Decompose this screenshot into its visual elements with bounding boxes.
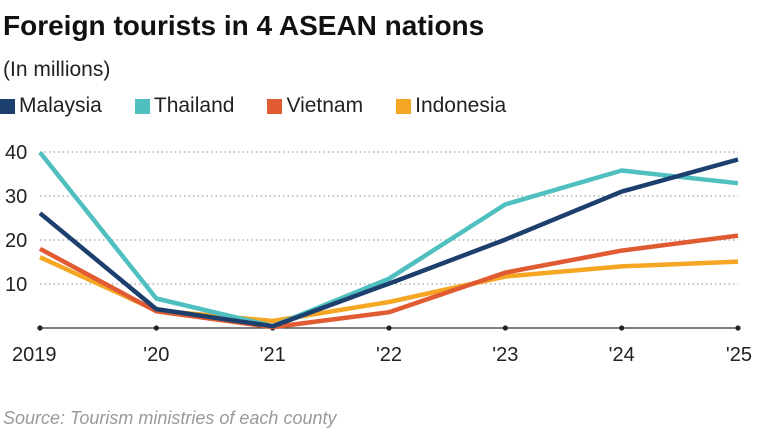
legend-swatch-thailand: [134, 98, 150, 114]
source-note: Source: Tourism ministries of each count…: [3, 408, 337, 428]
chart-title: Foreign tourists in 4 ASEAN nations: [3, 10, 485, 41]
legend-item-vietnam: Vietnam: [267, 94, 363, 118]
legend-swatch-indonesia: [396, 98, 412, 114]
legend-swatch-malaysia: [0, 98, 15, 114]
x-tick-label: '21: [260, 344, 286, 366]
y-tick-label: 10: [5, 274, 27, 296]
x-tick-dot: [153, 325, 159, 331]
legend-label-vietnam: Vietnam: [286, 94, 364, 117]
x-tick-dot: [735, 325, 741, 331]
y-tick-label: 40: [5, 142, 27, 164]
x-tick-label: '20: [143, 344, 169, 366]
x-tick-dot: [386, 325, 392, 331]
y-tick-label: 20: [5, 230, 27, 252]
x-tick-label: '24: [609, 344, 635, 366]
x-tick-dot: [502, 325, 508, 331]
x-tick-dot: [619, 325, 625, 331]
legend-swatch-vietnam: [267, 98, 283, 114]
legend-label-malaysia: Malaysia: [19, 94, 102, 117]
series-line-malaysia: [38, 157, 739, 329]
legend-label-thailand: Thailand: [153, 94, 235, 117]
line-chart: 10 20 30 40 2019 '20 '21 '22 '23 '24 '25: [5, 142, 752, 366]
x-tick-dot: [37, 325, 43, 331]
x-tick-label: 2019: [12, 344, 57, 366]
chart-legend: Malaysia Thailand Vietnam Indonesia: [0, 94, 539, 118]
chart-subtitle: (In millions): [3, 58, 111, 81]
x-tick-label: '22: [376, 344, 402, 366]
legend-label-indonesia: Indonesia: [415, 94, 507, 117]
legend-item-thailand: Thailand: [134, 94, 235, 118]
x-tick-label: '25: [726, 344, 752, 366]
series-line-thailand: [38, 150, 739, 329]
y-tick-label: 30: [5, 186, 27, 208]
x-tick-label: '23: [492, 344, 518, 366]
legend-item-indonesia: Indonesia: [396, 94, 506, 118]
legend-item-malaysia: Malaysia: [0, 94, 102, 118]
